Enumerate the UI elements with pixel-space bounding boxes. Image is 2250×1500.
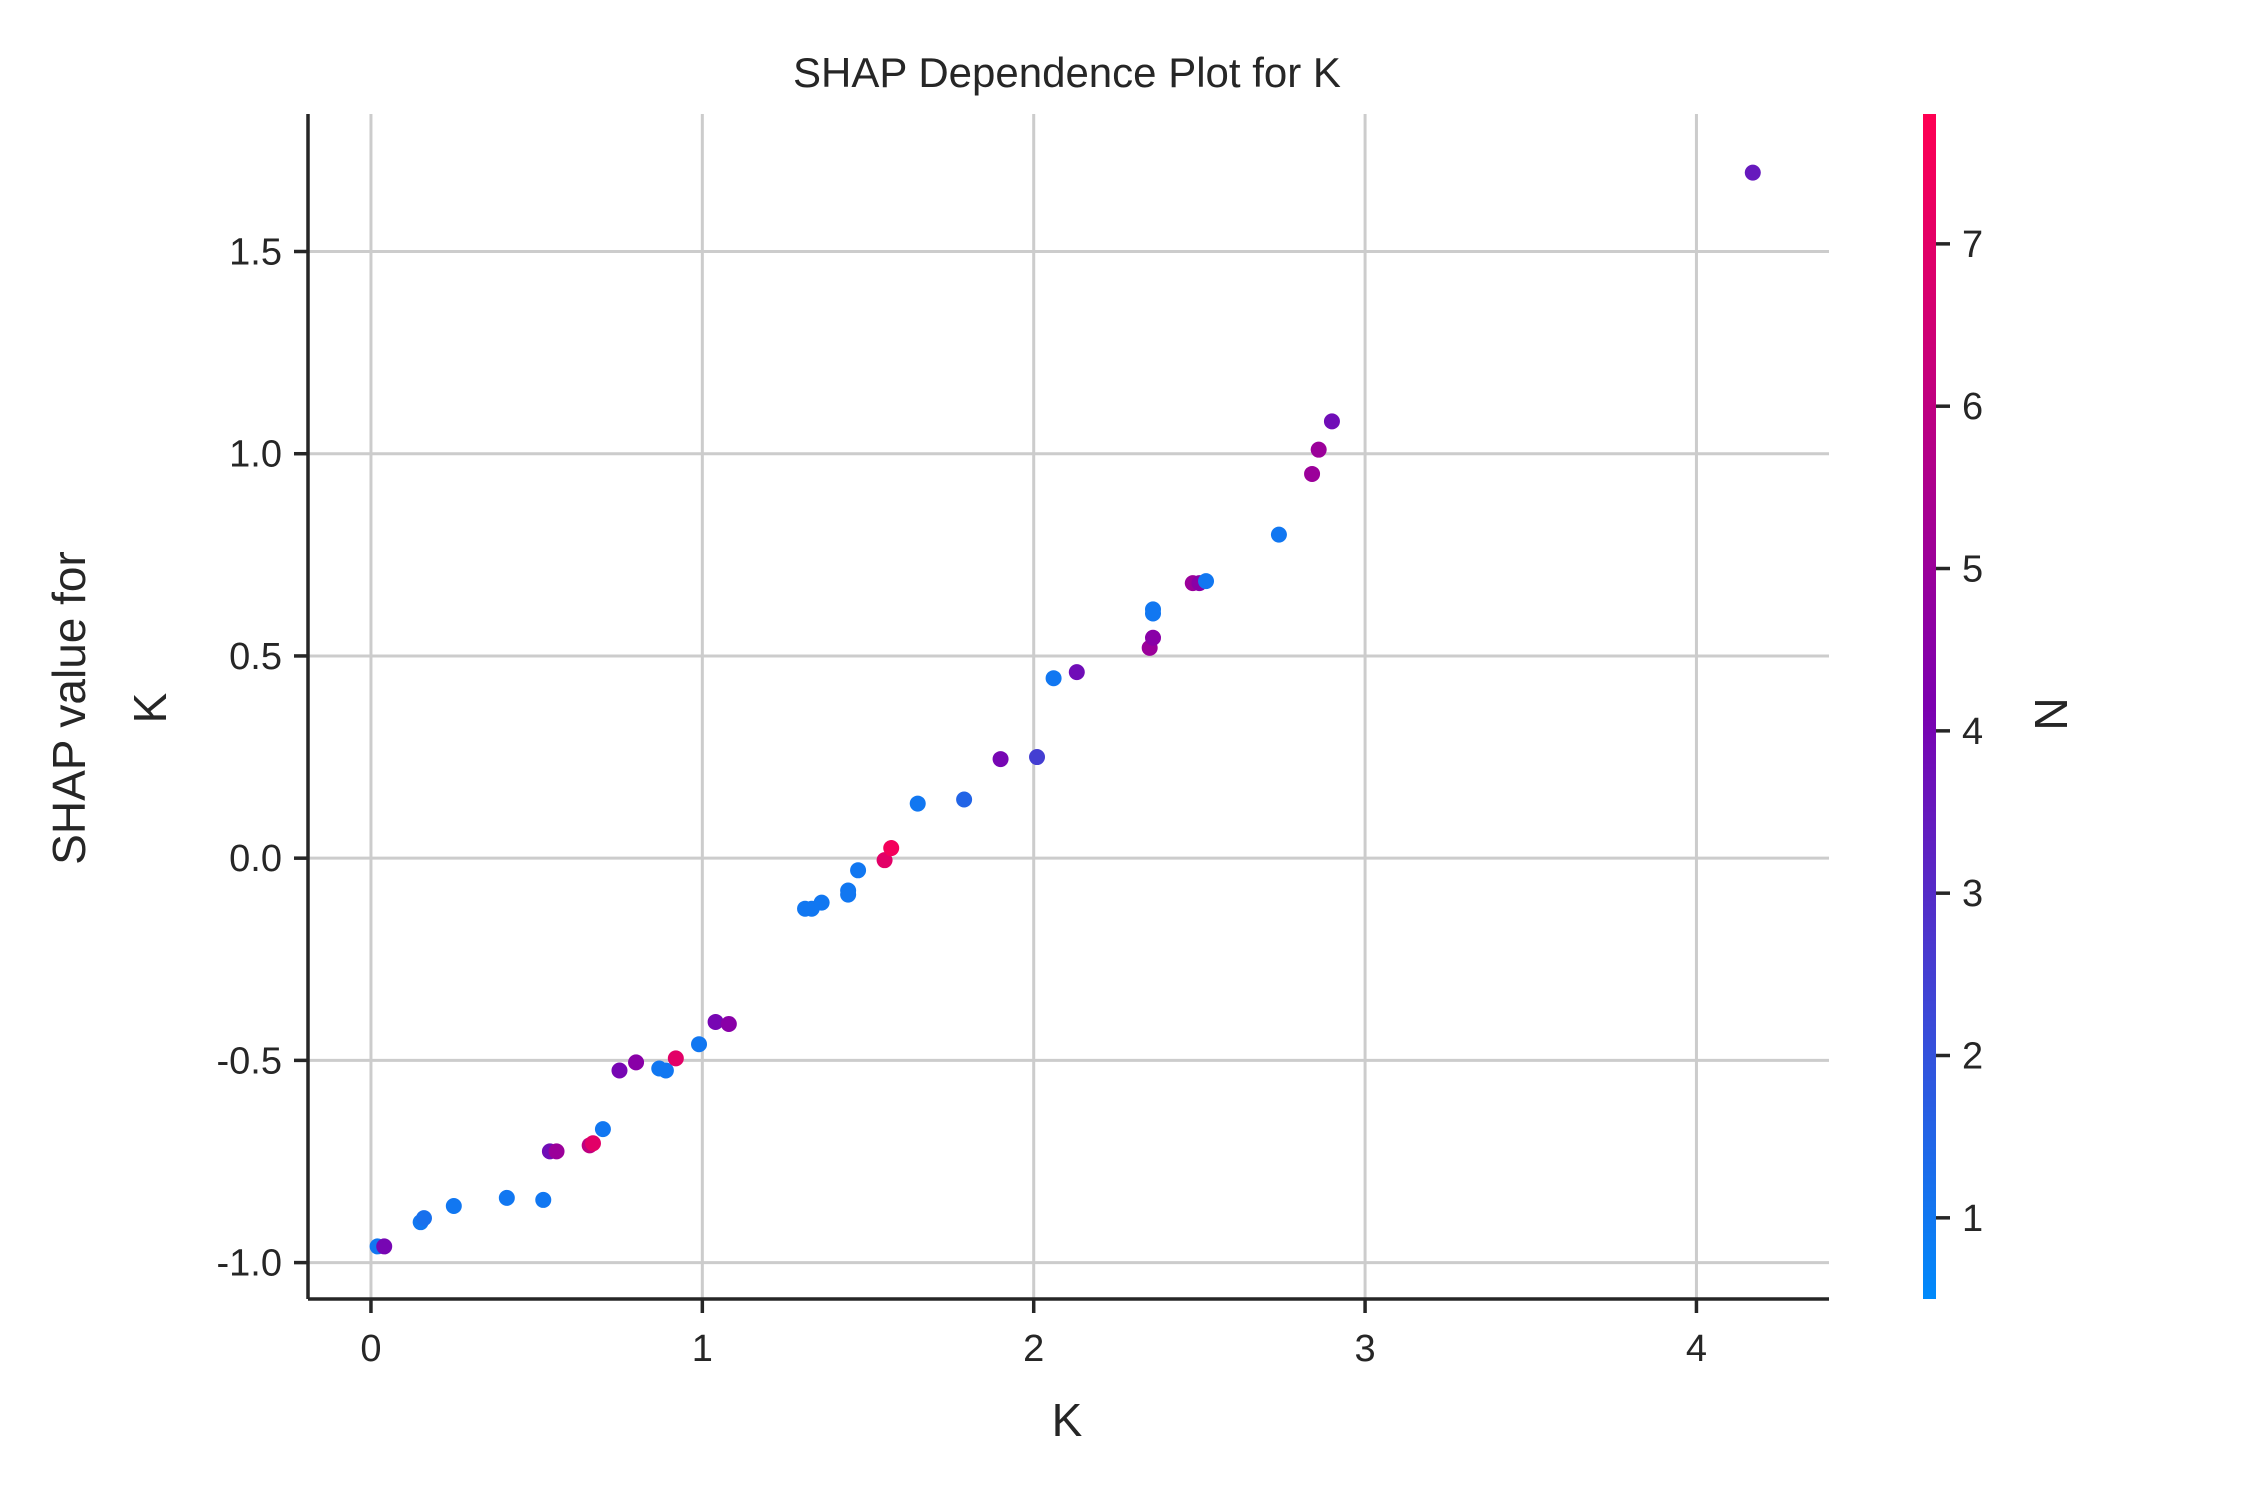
scatter-point xyxy=(1198,573,1215,590)
y-axis-label-line-1: SHAP value for xyxy=(43,551,95,865)
x-tick-label: 0 xyxy=(360,1328,381,1370)
colorbar xyxy=(1923,114,1936,1299)
scatter-point xyxy=(1029,749,1046,766)
y-tick-label: -1.0 xyxy=(217,1243,282,1285)
x-tick-label: 1 xyxy=(692,1328,713,1370)
colorbar-tick-label: 3 xyxy=(1962,873,1983,915)
scatter-point xyxy=(415,1210,432,1227)
scatter-point xyxy=(594,1121,611,1138)
x-tick-label: 2 xyxy=(1023,1328,1044,1370)
x-tick-label: 3 xyxy=(1355,1328,1376,1370)
y-tick-label: 0.5 xyxy=(229,636,282,678)
scatter-point xyxy=(1323,413,1340,430)
colorbar-tick-label: 5 xyxy=(1962,549,1983,591)
scatter-point xyxy=(1304,465,1321,482)
scatter-point xyxy=(707,1013,724,1030)
colorbar-tick-label: 7 xyxy=(1962,224,1983,266)
scatter-point xyxy=(850,862,867,879)
y-tick-label: 0.0 xyxy=(229,838,282,880)
scatter-point xyxy=(667,1050,684,1067)
grid-lines xyxy=(308,114,1829,1299)
y-tick-label: 1.5 xyxy=(229,232,282,274)
scatter-point xyxy=(628,1054,645,1071)
y-axis-label-line-2: K xyxy=(124,692,176,723)
scatter-point xyxy=(840,886,857,903)
scatter-point xyxy=(1270,526,1287,543)
scatter-point xyxy=(992,751,1009,768)
y-tick-label: 1.0 xyxy=(229,434,282,476)
scatter-point xyxy=(1145,601,1161,618)
scatter-point xyxy=(813,894,830,911)
scatter-point xyxy=(1310,441,1327,458)
colorbar-tick-label: 2 xyxy=(1962,1036,1983,1078)
scatter-point xyxy=(535,1191,552,1208)
scatter-point xyxy=(445,1197,462,1214)
colorbar-tick-label: 1 xyxy=(1962,1198,1983,1240)
colorbar-ticks: 1 2 3 4 5 6 7 xyxy=(1936,224,1983,1240)
scatter-point xyxy=(909,795,926,812)
scatter-point xyxy=(876,852,893,869)
x-axis-label: K xyxy=(1052,1394,1083,1446)
x-tick-label: 4 xyxy=(1686,1328,1707,1370)
colorbar-tick-label: 6 xyxy=(1962,386,1983,428)
scatter-point xyxy=(548,1143,565,1160)
scatter-point xyxy=(376,1238,393,1255)
scatter-point xyxy=(1145,629,1161,646)
colorbar-tick-label: 4 xyxy=(1962,711,1983,753)
y-axis-ticks: -1.0 -0.5 0.0 0.5 1.0 1.5 xyxy=(217,232,308,1285)
scatter-point xyxy=(1744,164,1761,181)
y-tick-label: -0.5 xyxy=(217,1040,282,1082)
chart-title: SHAP Dependence Plot for K xyxy=(793,49,1341,96)
data-points xyxy=(369,164,1761,1255)
scatter-point xyxy=(1068,664,1085,681)
scatter-point xyxy=(1045,670,1062,687)
scatter-point xyxy=(956,791,973,808)
scatter-point xyxy=(498,1189,515,1206)
scatter-point xyxy=(883,840,900,857)
y-axis-label: SHAP value for K xyxy=(43,551,176,865)
colorbar-label: N xyxy=(2025,697,2077,730)
scatter-point xyxy=(691,1036,708,1053)
scatter-point xyxy=(657,1062,674,1079)
scatter-point xyxy=(611,1062,628,1079)
scatter-point xyxy=(584,1135,601,1152)
scatter-point xyxy=(720,1015,737,1032)
x-axis-ticks: 0 1 2 3 4 xyxy=(360,1299,1707,1370)
